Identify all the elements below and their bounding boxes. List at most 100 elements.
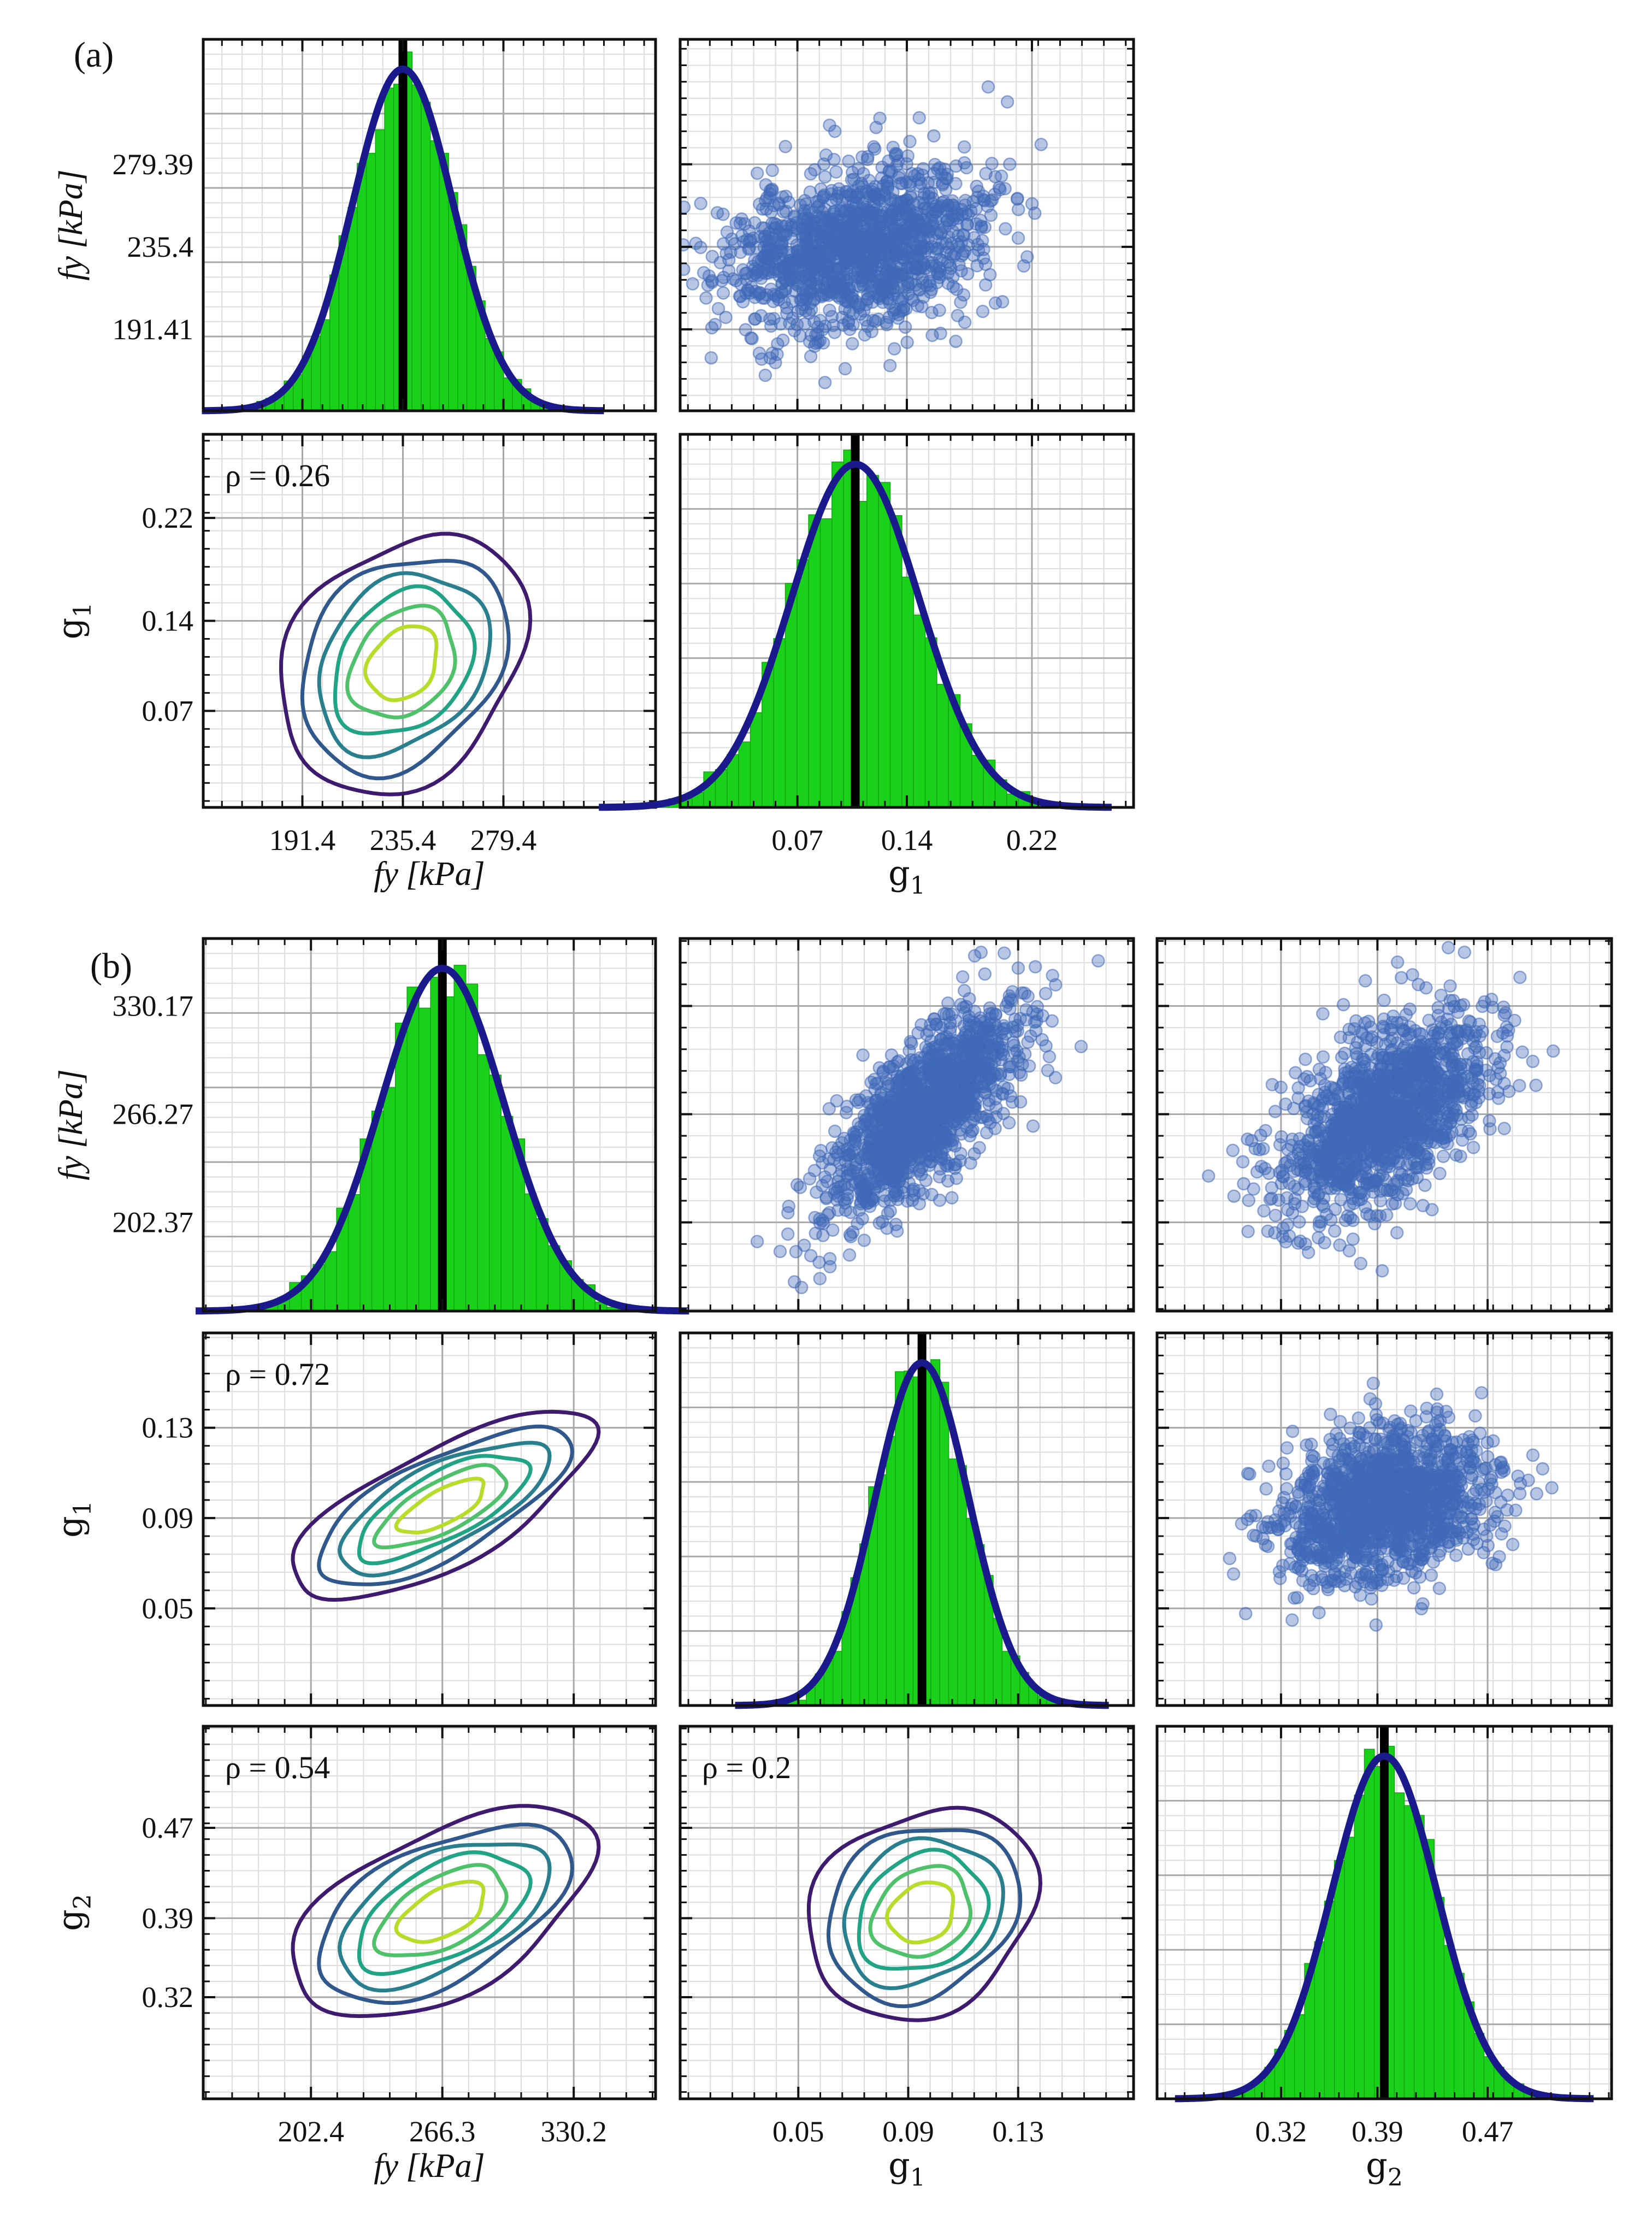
scatter-point [890,158,904,173]
scatter-point [995,295,1010,309]
scatter-point [763,351,777,365]
histogram-bar [924,637,937,808]
scatter-point [769,217,783,232]
scatter-point [1299,1052,1312,1066]
scatter-point [843,1228,857,1242]
scatter-point [1265,1078,1279,1091]
scatter-point [939,237,953,251]
scatter-point [1291,1143,1306,1158]
x-tick-label: 235.4 [370,824,436,857]
scatter-point [925,1188,939,1201]
scatter-point [1279,1235,1293,1249]
scatter-point [924,282,939,297]
scatter-point [1346,1232,1360,1246]
axis-label: fy[kPa] [52,169,90,280]
histogram-bar [421,102,431,411]
scatter-point [857,1108,871,1123]
scatter-point [818,170,832,184]
scatter-point [860,152,875,167]
scatter-point [907,1116,921,1130]
scatter-point [971,243,986,257]
scatter-point [795,302,809,316]
scatter-point [842,154,856,168]
scatter-point [1443,979,1457,993]
scatter-point [1449,1148,1463,1162]
scatter-point [816,190,830,204]
scatter-point [759,202,774,216]
subplot-fy-g1 [678,38,1135,412]
scatter-point [843,203,857,217]
scatter-point [976,304,990,318]
scatter-point [694,197,707,210]
scatter-point [976,189,990,203]
scatter-point [1257,1204,1271,1218]
scatter-point [1241,1225,1255,1238]
x-tick-label: 191.4 [269,824,336,857]
scatter-point [934,199,948,213]
scatter-point [850,231,864,245]
histogram-bar [347,1194,361,1312]
scatter-point [933,303,946,317]
scatter-point [922,255,936,269]
subplot-fy-fy: 191.41 235.4 279.39 fy[kPa] [52,38,657,415]
scatter-point [765,184,779,197]
scatter-point [974,1069,988,1083]
scatter-point [1005,994,1019,1007]
panel-frame [678,433,1135,809]
scatter-point [910,244,924,257]
scatter-point [733,216,747,231]
scatter-point [927,129,941,143]
scatter-point [912,111,926,125]
scatter-point [1028,960,1042,973]
scatter-point [926,216,940,231]
pdf-curve [200,65,606,415]
scatter-point [893,1118,907,1132]
scatter-point [720,225,734,239]
scatter-point [781,1227,795,1241]
scatter-point [816,1229,830,1242]
histogram-bar [796,559,809,808]
scatter-point [742,241,757,255]
scatter-point [828,1186,841,1200]
scatter-point [925,305,939,320]
scatter-point [941,996,955,1010]
scatter-point [851,279,865,292]
scatter-point [1011,961,1025,975]
scatter-point [1359,974,1372,988]
scatter-point [904,291,918,305]
scatter-point [962,1010,976,1023]
scatter-point [767,312,781,326]
scatter-point [1010,1044,1024,1058]
scatter-point [780,306,794,321]
scatter-point [1497,1122,1511,1136]
scatter-points [680,80,1048,389]
scatter-point [1025,197,1039,211]
scatter-point [957,140,971,154]
scatter-point [797,1238,811,1252]
scatter-point [887,342,901,356]
histogram-bar [773,638,786,808]
scatter-point [860,267,874,281]
scatter-point [866,205,880,220]
scatter-point [701,278,715,292]
scatter-point [901,149,915,163]
scatter-point [779,274,793,287]
scatter-point [770,347,784,361]
scatter-point [740,266,754,280]
scatter-point [894,176,907,190]
scatter-point [917,187,931,200]
scatter-point [1268,1105,1282,1118]
scatter-point [1390,1226,1404,1240]
histogram-bar [383,1087,396,1312]
histogram-bar [411,84,422,411]
scatter-point [918,1128,933,1142]
scatter-point [1002,1116,1016,1130]
scatter-point [1418,1178,1432,1192]
scatter-point [1470,1064,1484,1078]
scatter-point [929,1120,943,1135]
scatter-point [812,1255,826,1269]
scatter-point [785,294,799,309]
scatter-point [1316,1007,1330,1020]
scatter-point [803,1172,817,1185]
